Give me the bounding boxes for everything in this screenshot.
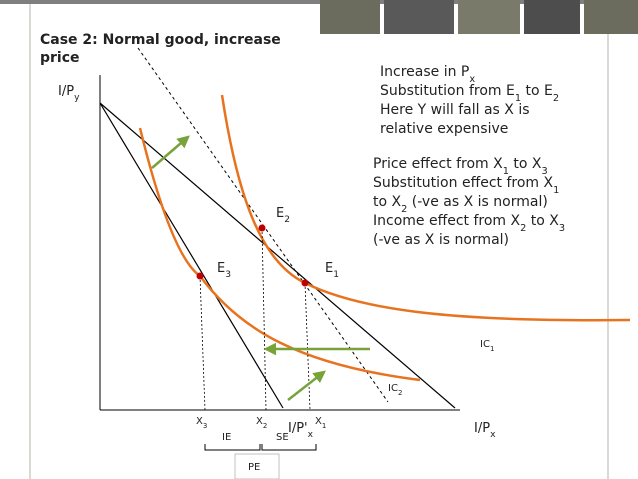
text-run: PE xyxy=(248,462,260,473)
point-label: E1 xyxy=(325,261,339,280)
note-line: to X2 (-ve as X is normal) xyxy=(373,194,548,215)
text-run: to X xyxy=(373,194,402,210)
text-run: X xyxy=(315,416,322,427)
text-run: Substitution effect from X xyxy=(373,175,553,191)
top-bar xyxy=(0,0,638,4)
subscript: 1 xyxy=(490,345,494,353)
note-line: Increase in Px xyxy=(380,64,475,85)
text-run: E xyxy=(217,261,225,276)
text-run: SE xyxy=(276,432,289,443)
subscript: 2 xyxy=(401,204,407,215)
title-line: Case 2: Normal good, increase xyxy=(40,32,281,48)
indifference-curve-2 xyxy=(138,127,421,382)
text-run: IC xyxy=(480,339,490,350)
square xyxy=(320,0,380,34)
note-line: Price effect from X1 to X3 xyxy=(373,156,548,177)
effect-label: SE xyxy=(276,432,289,443)
text-run: to X xyxy=(509,156,542,172)
text-run: to E xyxy=(521,83,553,99)
subscript: 2 xyxy=(398,389,402,397)
text-run: I/P xyxy=(474,421,490,436)
title-box xyxy=(36,28,292,70)
subscript: 1 xyxy=(322,422,326,430)
shift-arrow xyxy=(151,135,190,169)
point-label: E3 xyxy=(217,261,231,280)
diagram xyxy=(99,47,631,479)
square xyxy=(524,0,580,34)
subscript: 2 xyxy=(284,215,290,225)
subscript: 3 xyxy=(225,270,231,280)
text-run: E xyxy=(325,261,333,276)
square xyxy=(458,0,520,34)
bracket xyxy=(261,444,317,451)
note-line: Substitution effect from X1 xyxy=(373,175,559,196)
point-label: E2 xyxy=(276,206,290,225)
subscript: x xyxy=(469,74,475,85)
subscript: x xyxy=(490,430,496,440)
square xyxy=(584,0,638,34)
point-e2 xyxy=(258,224,266,232)
subscript: 1 xyxy=(553,185,559,196)
indifference-curve-1 xyxy=(220,94,631,322)
curve-label: IC1 xyxy=(480,339,494,353)
shift-arrow xyxy=(287,370,326,401)
text-run: I/P' xyxy=(288,421,308,436)
subscript: 2 xyxy=(263,422,267,430)
text-run: (-ve as X is normal) xyxy=(373,232,509,248)
budget-line-original xyxy=(99,102,456,409)
subscript: 3 xyxy=(203,422,207,430)
text-run: (-ve as X is normal) xyxy=(407,194,547,210)
text-run: relative expensive xyxy=(380,121,508,137)
subscript: 1 xyxy=(333,270,339,280)
bracket xyxy=(204,444,261,451)
pe-box xyxy=(234,453,280,479)
text-run: Price effect from X xyxy=(373,156,503,172)
x-axis-label: I/Px xyxy=(474,421,496,440)
subscript: x xyxy=(308,430,314,440)
drop-line xyxy=(304,282,311,411)
title-line: price xyxy=(40,50,80,66)
text-run: Income effect from X xyxy=(373,213,521,229)
note-line: Substitution from E1 to E2 xyxy=(380,83,559,104)
note-line: (-ve as X is normal) xyxy=(373,232,509,248)
x-axis-label-new: I/P'x xyxy=(288,421,314,440)
effect-label: PE xyxy=(248,462,260,473)
subscript: 1 xyxy=(515,93,521,104)
square xyxy=(384,0,454,34)
text-run: E xyxy=(276,206,284,221)
note-line: Income effect from X2 to X3 xyxy=(373,213,565,234)
subscript: 2 xyxy=(520,223,526,234)
text-run: IE xyxy=(222,432,231,443)
budget-line-new xyxy=(99,102,284,409)
text-run: Increase in P xyxy=(380,64,469,80)
text-run: Here Y will fall as X is xyxy=(380,102,530,118)
point-e3 xyxy=(196,272,204,280)
subscript: 1 xyxy=(503,166,509,177)
curve-label: IC2 xyxy=(388,383,402,397)
note-line: Here Y will fall as X is xyxy=(380,102,530,118)
effect-label: IE xyxy=(222,432,231,443)
point-e1 xyxy=(301,279,309,287)
text-run: IC xyxy=(388,383,398,394)
text-run: I/P xyxy=(58,84,74,99)
subscript: y xyxy=(74,93,80,103)
quantity-label: X3 xyxy=(196,416,207,430)
note-line: relative expensive xyxy=(380,121,508,137)
subscript: 3 xyxy=(542,166,548,177)
text-run: X xyxy=(256,416,263,427)
subscript: 3 xyxy=(559,223,565,234)
quantity-label: X2 xyxy=(256,416,267,430)
text-run: to X xyxy=(526,213,559,229)
text-run: X xyxy=(196,416,203,427)
y-axis-label: I/Py xyxy=(58,84,80,103)
subscript: 2 xyxy=(553,93,559,104)
quantity-label: X1 xyxy=(315,416,326,430)
text-run: Substitution from E xyxy=(380,83,515,99)
